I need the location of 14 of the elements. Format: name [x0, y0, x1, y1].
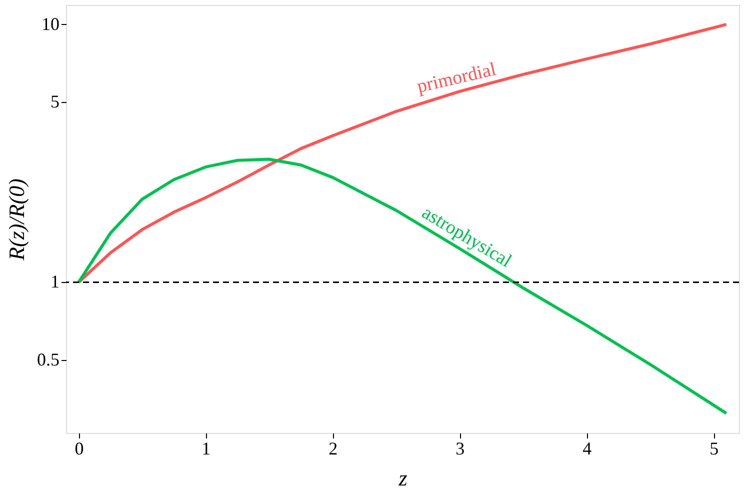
x-tick-label: 4 [582, 438, 592, 458]
y-tick-label: 5 [50, 92, 60, 112]
x-tick-label: 3 [456, 438, 465, 458]
y-axis-title: R(z)/R(0) [4, 178, 29, 262]
x-tick-label: 0 [74, 438, 84, 458]
x-axis-title: z [398, 466, 408, 490]
line-series [77, 158, 728, 415]
x-tick-label: 5 [710, 438, 719, 458]
line-series [77, 22, 728, 284]
x-tick-label: 2 [328, 438, 338, 458]
y-tick-label: 10 [42, 14, 60, 34]
y-tick-label: 1 [50, 272, 60, 292]
y-tick-label: 0.5 [37, 349, 60, 370]
x-tick-label: 1 [202, 438, 211, 458]
